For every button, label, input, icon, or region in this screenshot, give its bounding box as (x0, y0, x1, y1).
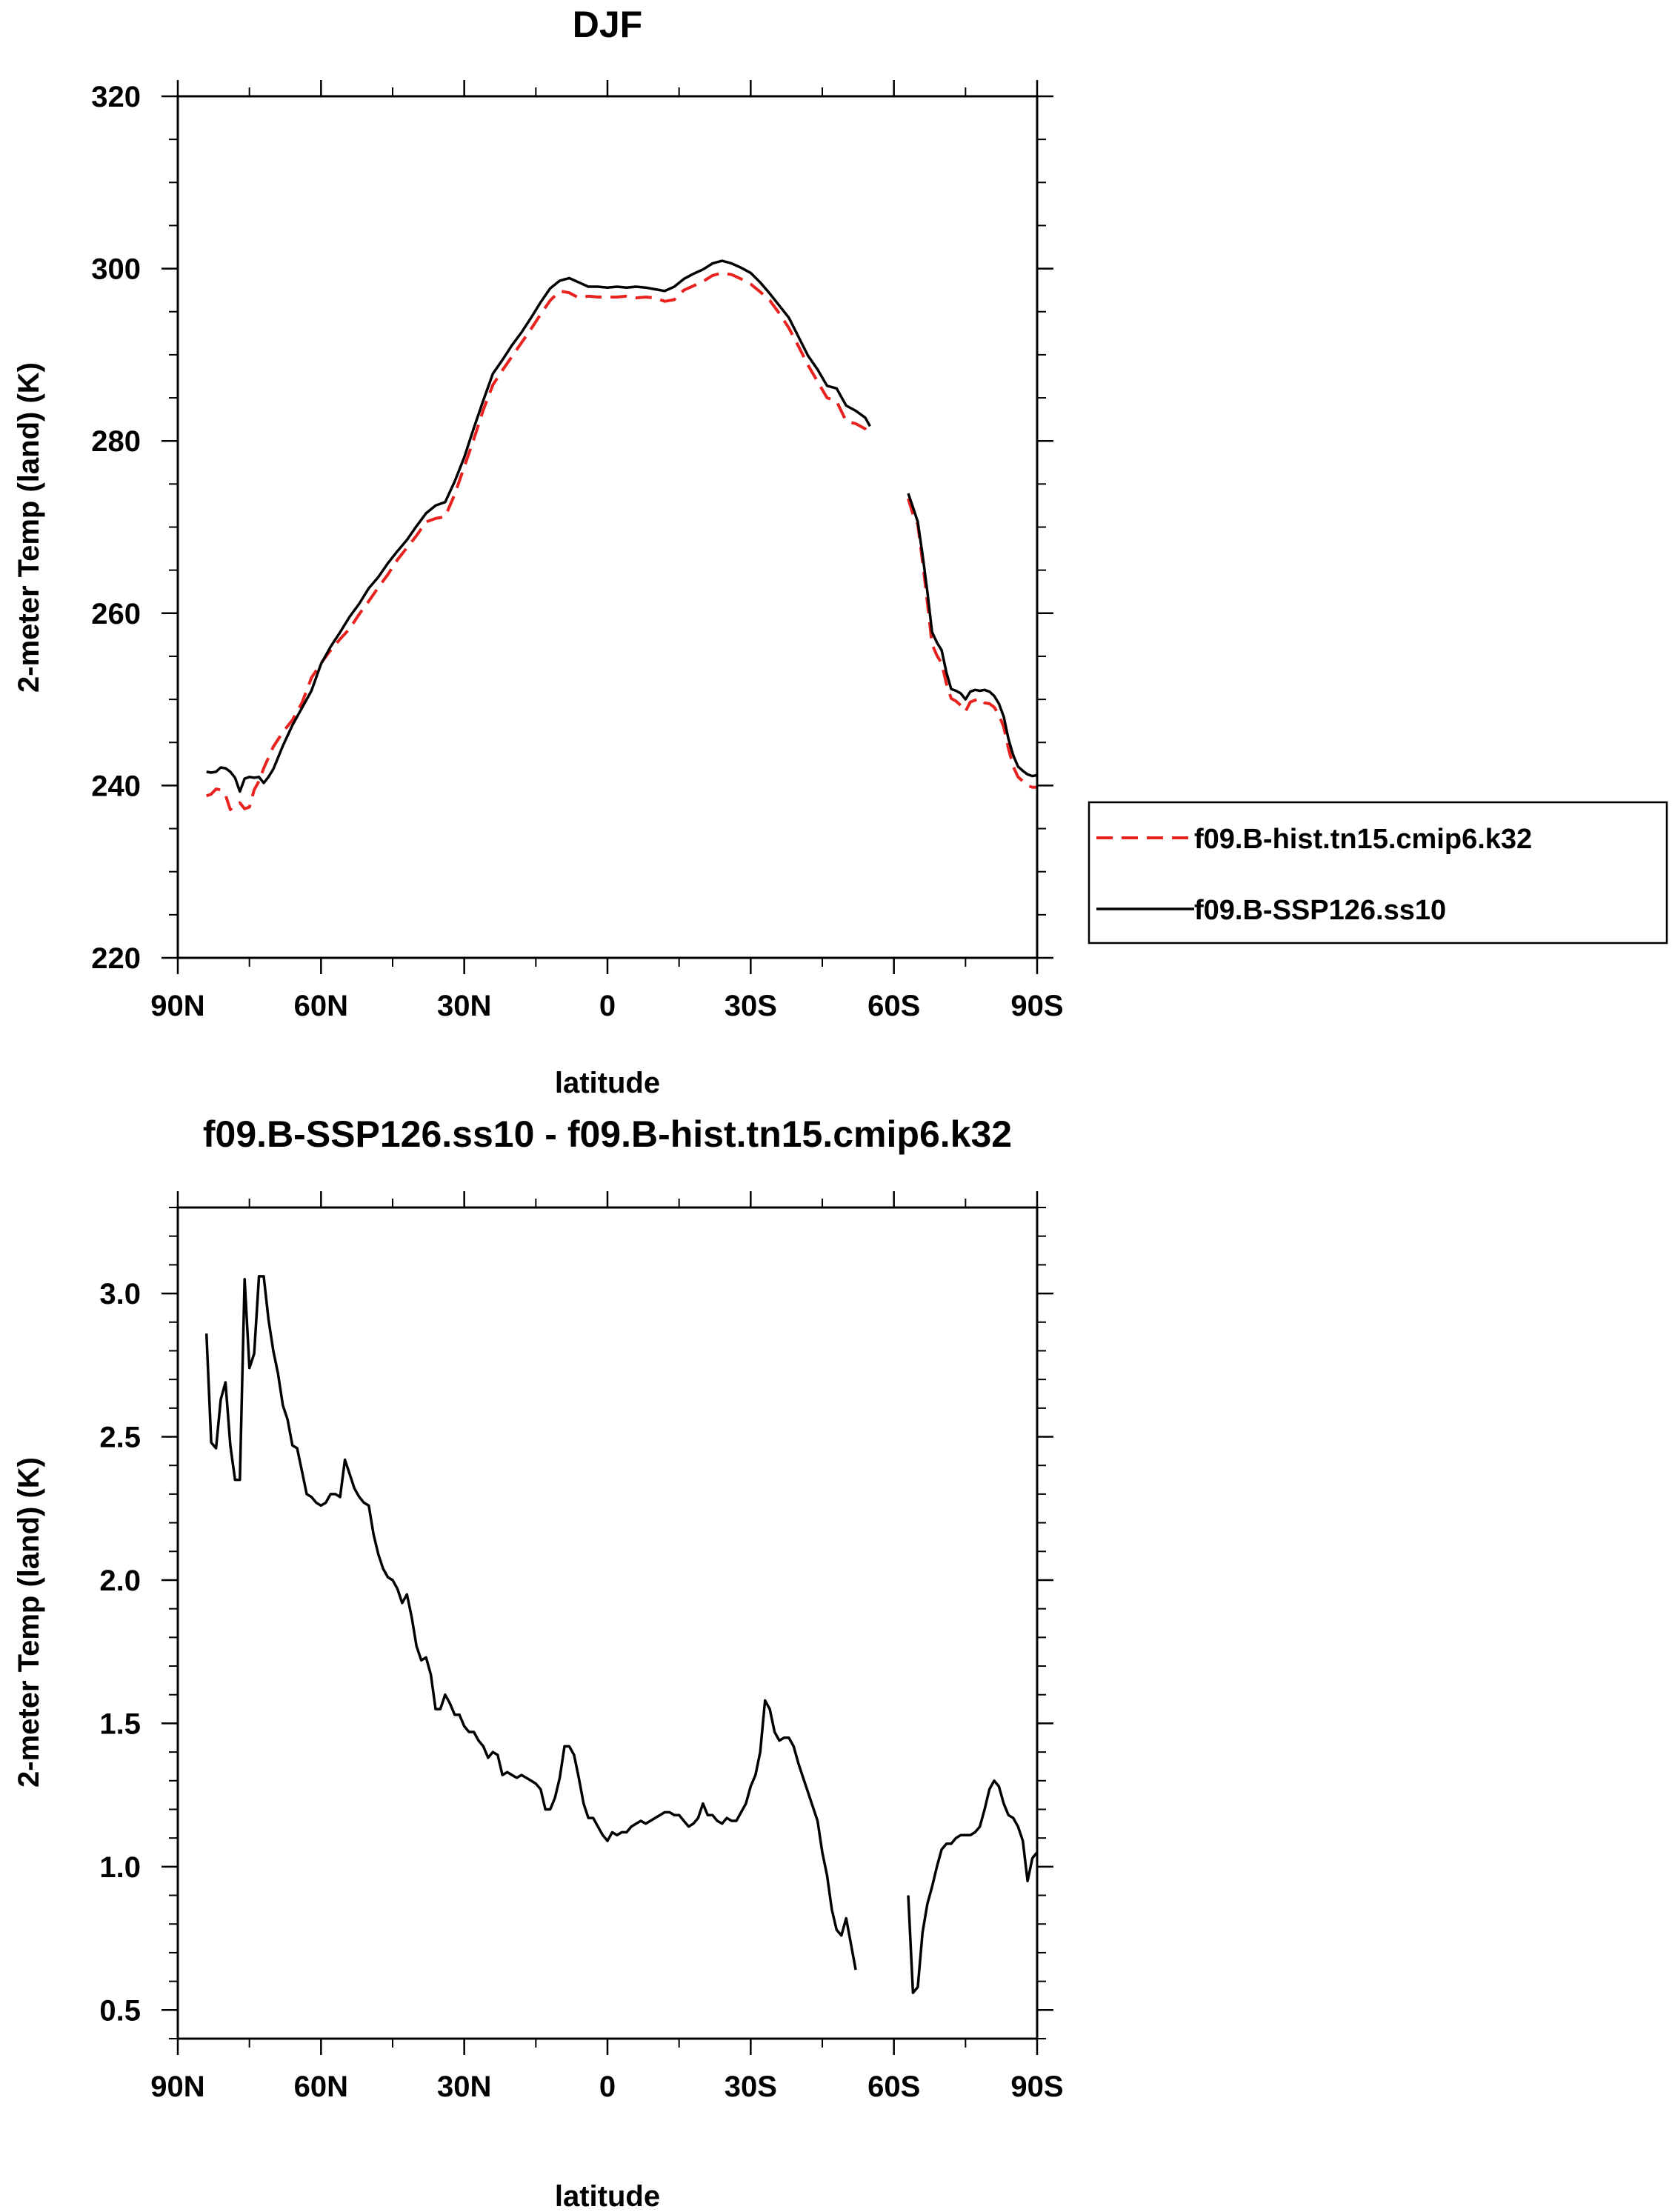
top-series-group (205, 259, 1038, 811)
top-series-line-hist (907, 498, 1037, 789)
top-y-axis-label: 2-meter Temp (land) (K) (13, 362, 45, 693)
top-x-tick-label: 0 (599, 990, 616, 1022)
top-y-tick-label: 320 (91, 81, 141, 113)
top-chart-title: DJF (573, 4, 642, 45)
top-y-tick-label: 240 (91, 770, 141, 802)
top-x-tick-label: 30N (437, 990, 491, 1022)
top-plot-frame (176, 95, 1039, 959)
bottom-x-tick-label: 60N (294, 2071, 348, 2103)
top-x-tick-label: 90S (1010, 990, 1063, 1022)
bottom-series-line-difference (204, 1275, 857, 1971)
legend-entry-ssp: f09.B-SSP126.ss10 (1194, 895, 1446, 926)
bottom-series-group (204, 1275, 1039, 1994)
bottom-x-tick-label: 60S (867, 2071, 920, 2103)
bottom-chart-title: f09.B-SSP126.ss10 - f09.B-hist.tn15.cmip… (203, 1113, 1012, 1155)
legend-entry-hist: f09.B-hist.tn15.cmip6.k32 (1194, 824, 1532, 855)
bottom-y-tick-label: 0.5 (99, 1994, 141, 2027)
top-y-tick-label: 280 (91, 425, 141, 458)
legend: f09.B-hist.tn15.cmip6.k32 f09.B-SSP126.s… (1088, 801, 1668, 945)
top-x-tick-label: 90N (150, 990, 204, 1022)
bottom-y-axis-label: 2-meter Temp (land) (K) (13, 1457, 45, 1788)
top-axis-ticks: 90N 60N 30N 0 30S 60S 90S 220 240 260 280 300 320 (91, 80, 1064, 1022)
bottom-y-tick-label: 3.0 (99, 1278, 141, 1310)
bottom-y-tick-label: 2.5 (99, 1422, 141, 1454)
bottom-y-tick-label: 1.0 (99, 1851, 141, 1884)
bottom-axis-ticks: 90N 60N 30N 0 30S 60S 90S 0.5 1.0 1.5 2.0 2.5 3.0 (99, 1191, 1064, 2103)
top-y-tick-label: 260 (91, 598, 141, 630)
bottom-panel: f09.B-SSP126.ss10 - f09.B-hist.tn15.cmip… (13, 1113, 1064, 2212)
top-series-line-hist (205, 271, 872, 811)
top-panel: DJF 90N 60N 30N 0 30S 60S 90S 220 240 260 280 300 32… (13, 4, 1668, 1099)
bottom-x-tick-label: 90S (1010, 2071, 1063, 2103)
bottom-x-tick-label: 30N (437, 2071, 491, 2103)
bottom-y-tick-label: 1.5 (99, 1708, 141, 1740)
bottom-series-line-difference (907, 1779, 1039, 1994)
top-x-axis-label: latitude (555, 1067, 660, 1099)
bottom-plot-frame (176, 1206, 1039, 2040)
top-x-tick-label: 60N (294, 990, 348, 1022)
top-x-tick-label: 30S (725, 990, 777, 1022)
bottom-x-tick-label: 90N (150, 2071, 204, 2103)
top-y-tick-label: 300 (91, 253, 141, 286)
bottom-x-tick-label: 30S (725, 2071, 777, 2103)
top-y-tick-label: 220 (91, 942, 141, 975)
legend-box (1088, 801, 1668, 945)
top-series-line-ssp (206, 259, 871, 793)
top-x-tick-label: 60S (867, 990, 920, 1022)
top-series-line-ssp (907, 493, 1038, 778)
bottom-x-tick-label: 0 (599, 2071, 616, 2103)
bottom-y-tick-label: 2.0 (99, 1565, 141, 1597)
bottom-x-axis-label: latitude (555, 2180, 660, 2212)
